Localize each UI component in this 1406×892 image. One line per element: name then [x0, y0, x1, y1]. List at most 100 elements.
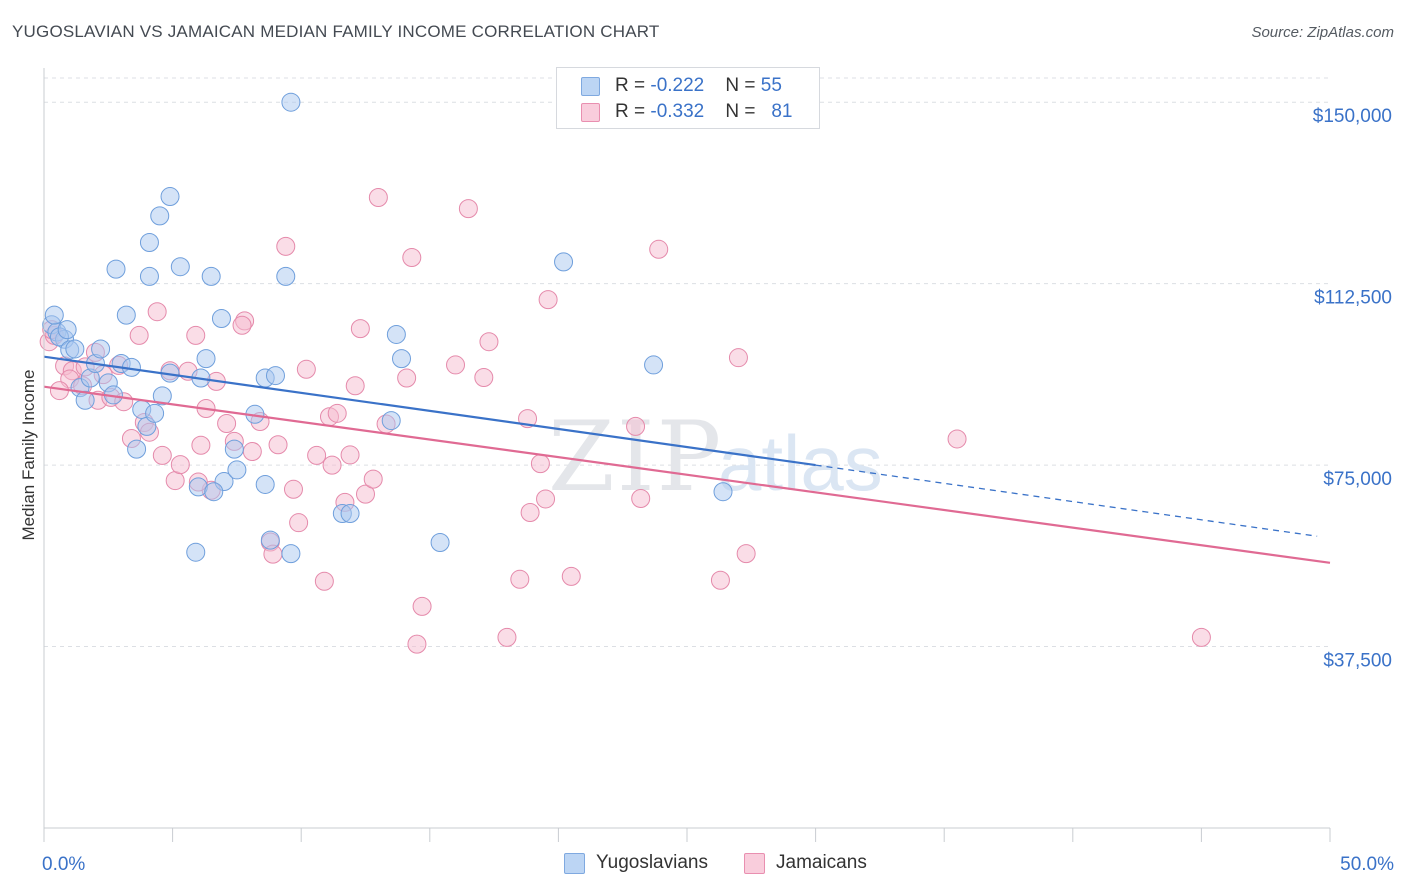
jamaican-point — [283, 479, 303, 499]
y-axis-title: Median Family Income — [19, 369, 38, 540]
jamaican-point — [479, 332, 499, 352]
jamaican-point — [446, 355, 466, 375]
jamaican-point — [728, 348, 748, 368]
jamaican-point — [191, 435, 211, 455]
jamaican-point — [458, 199, 478, 219]
legend-r-value: -0.222 — [650, 75, 705, 96]
legend-text-jamaicans: R = -0.332 N = 81 — [615, 101, 792, 123]
jamaican-point — [276, 236, 296, 256]
jamaican-point — [186, 325, 206, 345]
yugoslavian-point — [224, 439, 244, 459]
jamaican-point — [510, 569, 530, 589]
yugoslavian-point — [281, 544, 301, 564]
grid-lines — [44, 77, 1330, 648]
legend-r-value: -0.332 — [650, 101, 705, 122]
yugoslavian-point — [116, 305, 136, 325]
jamaican-point — [268, 435, 288, 455]
yugoslavian-point — [281, 92, 301, 112]
jamaican-point — [412, 596, 432, 616]
y-tick-label: $75,000 — [1323, 469, 1392, 490]
axes — [43, 68, 1331, 842]
jamaican-point — [356, 484, 375, 504]
jamaican-point — [129, 325, 149, 345]
yugoslavian-point — [211, 308, 231, 328]
legend-r-label: R = — [615, 75, 651, 96]
jamaican-point — [165, 471, 185, 491]
yugoslavian-point — [44, 305, 64, 325]
jamaican-point — [170, 455, 190, 475]
jamaican-point — [350, 319, 370, 339]
yugoslavian-point — [713, 482, 733, 502]
jamaican-point — [327, 403, 347, 423]
yugoslavian-point — [381, 411, 401, 431]
yugoslavian-point — [186, 542, 206, 562]
jamaican-point — [217, 413, 237, 433]
jamaican-point — [232, 315, 252, 335]
jamaican-point — [561, 566, 581, 586]
jamaican-point — [649, 239, 669, 259]
jamaican-point — [474, 368, 494, 388]
yugoslavian-point — [57, 320, 77, 340]
yugoslavian-point — [204, 482, 224, 502]
jamaican-point — [345, 376, 365, 396]
yugoslavian-point — [392, 349, 412, 369]
jamaican-point — [397, 368, 417, 388]
jamaican-point — [402, 248, 422, 268]
jamaican-point — [736, 544, 756, 564]
yugoslavian-point — [201, 266, 221, 286]
legend-r-label: R = — [615, 101, 651, 122]
legend-n-label: N = — [725, 75, 761, 96]
jamaican-point — [147, 302, 167, 322]
yugoslavian-point — [127, 439, 147, 459]
correlation-legend: R = -0.222 N = 55 R = -0.332 N = 81 — [556, 67, 820, 129]
legend-n-value: 81 — [771, 101, 793, 122]
yugoslavian-point — [152, 386, 172, 406]
bottom-label-yugoslavians: Yugoslavians — [596, 852, 708, 873]
yugoslavian-point — [145, 403, 165, 423]
yugoslavian-point — [340, 503, 360, 523]
bottom-swatch-yugoslavians — [564, 853, 585, 874]
yugoslavian-point — [106, 259, 126, 279]
yugoslavian-points — [42, 92, 733, 564]
yugoslavian-point — [139, 266, 159, 286]
jamaican-point — [307, 445, 327, 465]
jamaican-point — [322, 455, 342, 475]
jamaican-point — [242, 442, 262, 462]
legend-n-value: 55 — [760, 75, 782, 96]
yugoslavian-point — [65, 339, 85, 359]
bottom-swatch-jamaicans — [744, 853, 765, 874]
x-tick-label-min: 0.0% — [42, 854, 85, 875]
yugoslavian-point — [255, 474, 275, 494]
legend-text-yugoslavians: R = -0.222 N = 55 — [615, 75, 782, 97]
yugoslavian-point — [430, 533, 450, 553]
jamaican-point — [710, 570, 730, 590]
legend-swatch-yugoslavians — [581, 77, 600, 96]
yugoslavian-trend-extension — [815, 464, 1318, 537]
yugoslavian-point — [91, 339, 111, 359]
yugoslavian-trend-line — [43, 355, 816, 467]
yugoslavian-point — [160, 187, 180, 207]
legend-swatch-jamaicans — [581, 103, 600, 122]
legend-n-label: N = — [725, 101, 761, 122]
y-tick-label: $150,000 — [1313, 106, 1392, 127]
trend-lines — [43, 355, 1331, 564]
jamaican-point — [536, 489, 556, 509]
jamaican-point — [289, 513, 309, 533]
jamaican-point — [538, 290, 558, 310]
jamaican-point — [407, 634, 427, 654]
jamaican-point — [152, 445, 172, 465]
source-attribution: Source: ZipAtlas.com — [1251, 24, 1394, 41]
yugoslavian-point — [644, 355, 664, 375]
jamaican-trend-line — [43, 385, 1331, 564]
yugoslavian-point — [227, 460, 247, 480]
jamaican-point — [631, 488, 651, 508]
jamaican-point — [296, 359, 316, 379]
yugoslavian-point — [260, 530, 280, 550]
axis-labels: $37,500 $75,000 $112,500 $150,000 0.0% 50.0% M… — [19, 106, 1394, 875]
y-tick-label: $112,500 — [1314, 288, 1392, 309]
yugoslavian-point — [196, 349, 216, 369]
jamaican-point — [497, 627, 517, 647]
jamaican-point — [368, 188, 388, 208]
jamaican-point — [1191, 627, 1211, 647]
